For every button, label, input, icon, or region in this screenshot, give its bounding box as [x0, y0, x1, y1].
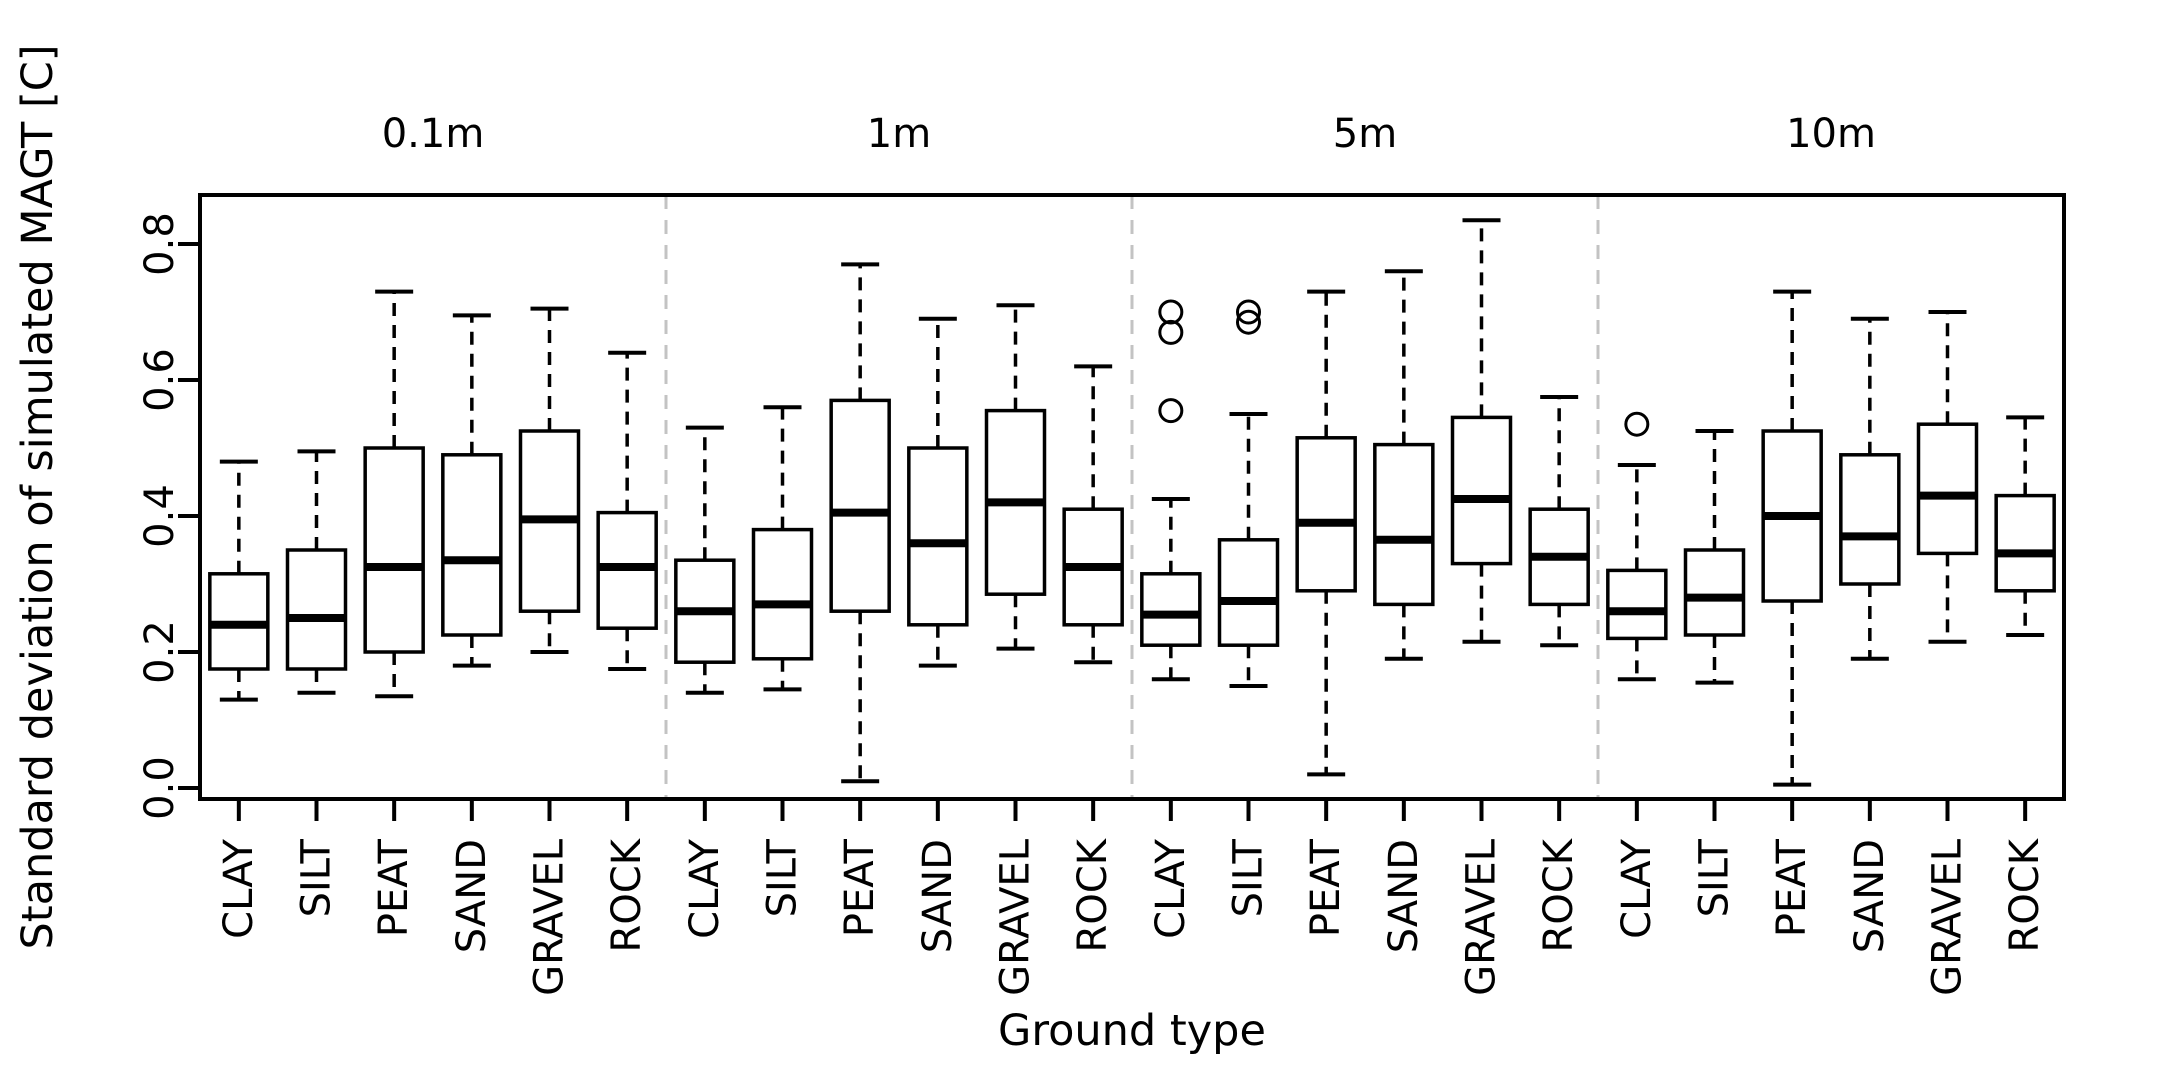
x-tick-label-PEAT-0.1m: PEAT	[371, 838, 417, 937]
x-tick-label-ROCK-5m: ROCK	[1536, 837, 1582, 952]
x-tick-label-ROCK-0.1m: ROCK	[604, 837, 650, 952]
box-SAND-0.1m	[441, 453, 503, 637]
outlier-CLAY-5m	[1158, 319, 1184, 345]
x-axis-title: Ground type	[998, 1006, 1266, 1056]
outlier-SILT-5m	[1236, 299, 1261, 325]
box-SAND-10m	[1839, 453, 1901, 586]
y-tick-label-0.4: 0.4	[137, 484, 183, 548]
x-tick-label-SILT-5m: SILT	[1226, 838, 1272, 917]
y-tick-label-0.6: 0.6	[137, 348, 183, 412]
x-tick-label-GRAVEL-10m: GRAVEL	[1925, 838, 1971, 996]
group-label-10m: 10m	[1786, 111, 1876, 157]
box-PEAT-0.1m	[363, 446, 425, 654]
x-tick-label-PEAT-1m: PEAT	[837, 838, 883, 937]
group-label-1m: 1m	[867, 111, 931, 157]
outlier-CLAY-5m	[1158, 299, 1184, 325]
x-tick-label-SILT-1m: SILT	[760, 838, 806, 917]
x-tick-label-GRAVEL-5m: GRAVEL	[1459, 838, 1505, 996]
x-tick-label-GRAVEL-0.1m: GRAVEL	[527, 838, 573, 996]
box-CLAY-5m	[1140, 572, 1202, 647]
x-tick-label-CLAY-1m: CLAY	[682, 838, 728, 938]
x-tick-label-SAND-1m: SAND	[915, 839, 961, 953]
labels-layer: 0.0 0.2 0.4 0.6 0.8 0.1m CLAY SILT PEAT SAND GRAVE…	[137, 111, 2048, 996]
x-tick-label-CLAY-0.1m: CLAY	[216, 838, 262, 938]
box-SAND-5m	[1373, 442, 1435, 607]
outlier-CLAY-5m	[1158, 398, 1184, 424]
y-tick-label-0.8: 0.8	[137, 212, 183, 276]
group-label-0.1m: 0.1m	[382, 111, 485, 157]
x-tick-label-SILT-0.1m: SILT	[294, 838, 340, 917]
x-tick-label-SILT-10m: SILT	[1692, 838, 1738, 917]
y-axis-title: Standard deviation of simulated MAGT [C]	[13, 44, 63, 949]
x-tick-label-CLAY-5m: CLAY	[1148, 838, 1194, 938]
x-tick-label-PEAT-10m: PEAT	[1769, 838, 1815, 937]
box-SAND-1m	[907, 446, 969, 627]
y-tick-label-0.0: 0.0	[137, 756, 183, 820]
outlier-SILT-5m	[1236, 309, 1261, 335]
box-PEAT-5m	[1295, 436, 1357, 593]
box-GRAVEL-5m	[1450, 415, 1513, 566]
box-SILT-1m	[751, 527, 814, 661]
box-GRAVEL-10m	[1916, 422, 1979, 556]
boxes-layer	[208, 218, 2056, 787]
x-tick-label-SAND-10m: SAND	[1847, 839, 1893, 953]
x-tick-label-ROCK-10m: ROCK	[2002, 837, 2048, 952]
box-ROCK-10m	[1994, 493, 2056, 593]
axes-layer	[178, 193, 2066, 821]
group-label-5m: 5m	[1333, 111, 1397, 157]
box-SILT-5m	[1217, 538, 1280, 647]
outlier-CLAY-10m	[1624, 411, 1650, 437]
x-tick-label-CLAY-10m: CLAY	[1614, 838, 1660, 938]
box-PEAT-1m	[829, 398, 891, 613]
y-tick-label-0.2: 0.2	[137, 620, 183, 684]
x-tick-label-SAND-0.1m: SAND	[449, 839, 495, 953]
plot-border	[198, 193, 2066, 801]
box-CLAY-10m	[1606, 568, 1668, 641]
group-separators	[664, 195, 1600, 799]
box-SILT-10m	[1683, 548, 1746, 637]
x-tick-label-ROCK-1m: ROCK	[1070, 837, 1116, 952]
x-tick-label-SAND-5m: SAND	[1381, 839, 1427, 953]
x-tick-label-PEAT-5m: PEAT	[1303, 838, 1349, 937]
box-SILT-0.1m	[285, 548, 348, 671]
x-tick-label-GRAVEL-1m: GRAVEL	[993, 838, 1039, 996]
